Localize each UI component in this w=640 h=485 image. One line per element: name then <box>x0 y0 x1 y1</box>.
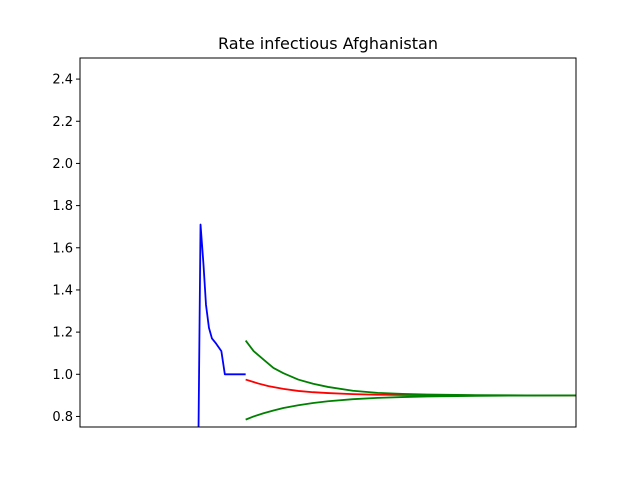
y-tick-label: 2.0 <box>52 157 73 172</box>
y-axis: 0.8 1.0 1.2 1.4 1.6 1.8 2.0 2.2 2.4 <box>52 73 80 425</box>
y-tick-label: 1.4 <box>52 283 73 298</box>
series-line-3 <box>244 340 576 397</box>
plot-frame <box>79 57 577 428</box>
y-tick-label: 1.6 <box>52 241 73 256</box>
y-tick-label: 2.4 <box>52 73 73 88</box>
y-tick-label: 2.2 <box>52 115 73 130</box>
y-tick-label: 1.0 <box>52 368 73 383</box>
series-layer <box>197 223 576 427</box>
chart-title: Rate infectious Afghanistan <box>218 34 438 53</box>
y-tick-label: 1.8 <box>52 199 73 214</box>
y-tick-label: 1.2 <box>52 326 73 341</box>
series-line-1 <box>197 223 246 427</box>
series-line-4 <box>245 394 576 421</box>
y-tick-label: 0.8 <box>52 410 73 425</box>
